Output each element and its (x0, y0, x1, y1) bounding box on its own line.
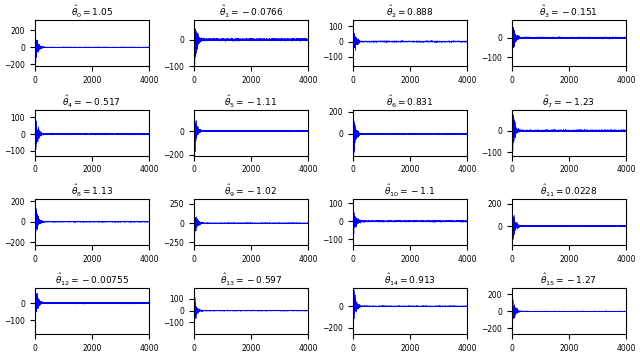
Title: $\hat{\theta}_{10} = -1.1$: $\hat{\theta}_{10} = -1.1$ (384, 183, 436, 199)
Title: $\hat{\theta}_{12} = -0.00755$: $\hat{\theta}_{12} = -0.00755$ (55, 272, 129, 288)
Title: $\hat{\theta}_5 = -1.11$: $\hat{\theta}_5 = -1.11$ (225, 94, 278, 110)
Title: $\hat{\theta}_1 = -0.0766$: $\hat{\theta}_1 = -0.0766$ (218, 4, 284, 20)
Title: $\hat{\theta}_3 = -0.151$: $\hat{\theta}_3 = -0.151$ (540, 4, 598, 20)
Title: $\hat{\theta}_2 = 0.888$: $\hat{\theta}_2 = 0.888$ (386, 4, 434, 20)
Title: $\hat{\theta}_{11} = 0.0228$: $\hat{\theta}_{11} = 0.0228$ (540, 183, 598, 199)
Title: $\hat{\theta}_6 = 0.831$: $\hat{\theta}_6 = 0.831$ (386, 94, 434, 110)
Title: $\hat{\theta}_{13} = -0.597$: $\hat{\theta}_{13} = -0.597$ (220, 272, 282, 288)
Title: $\hat{\theta}_{14} = 0.913$: $\hat{\theta}_{14} = 0.913$ (384, 272, 436, 288)
Title: $\hat{\theta}_{15} = -1.27$: $\hat{\theta}_{15} = -1.27$ (540, 272, 597, 288)
Title: $\hat{\theta}_4 = -0.517$: $\hat{\theta}_4 = -0.517$ (63, 94, 122, 110)
Title: $\hat{\theta}_9 = -1.02$: $\hat{\theta}_9 = -1.02$ (225, 183, 278, 199)
Title: $\hat{\theta}_0 = 1.05$: $\hat{\theta}_0 = 1.05$ (71, 4, 113, 20)
Title: $\hat{\theta}_8 = 1.13$: $\hat{\theta}_8 = 1.13$ (71, 183, 113, 199)
Title: $\hat{\theta}_7 = -1.23$: $\hat{\theta}_7 = -1.23$ (543, 94, 595, 110)
